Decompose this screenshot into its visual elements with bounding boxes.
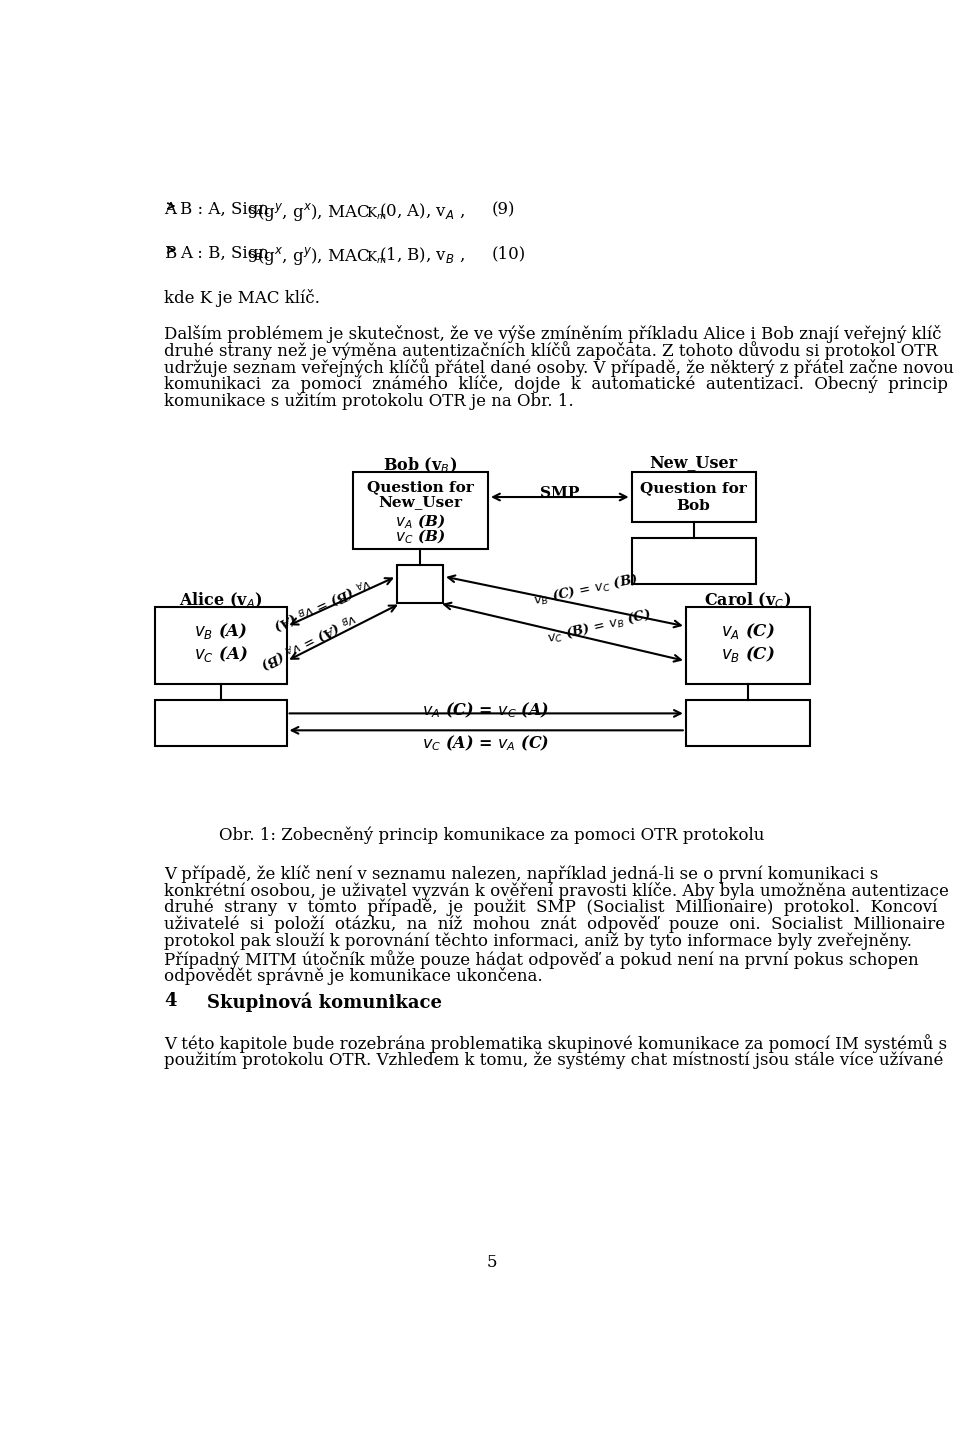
Text: (g$^x$, g$^y$), MAC: (g$^x$, g$^y$), MAC bbox=[257, 245, 371, 267]
Text: $v_C$ (B) = $v_B$ (C): $v_C$ (B) = $v_B$ (C) bbox=[546, 607, 653, 645]
Text: $v_C$ (B): $v_C$ (B) bbox=[395, 528, 445, 546]
Text: A : B, Sign: A : B, Sign bbox=[180, 245, 269, 262]
Text: Případný MITM útočník může pouze hádat odpověď a pokud není na první pokus schop: Případný MITM útočník může pouze hádat o… bbox=[164, 949, 919, 969]
Text: $v_B$ (A) = $v_A$ (B): $v_B$ (A) = $v_A$ (B) bbox=[257, 609, 359, 671]
Text: protokol pak slouží k porovnání těchto informaci, aniž by tyto informace byly zv: protokol pak slouží k porovnání těchto i… bbox=[164, 934, 912, 951]
Text: Alice (v$_A$): Alice (v$_A$) bbox=[180, 591, 262, 609]
Text: $v_A$ (C): $v_A$ (C) bbox=[721, 621, 775, 641]
Text: s$_A$: s$_A$ bbox=[248, 206, 262, 219]
Text: V případě, že klíč není v seznamu nalezen, například jedná-li se o první komunik: V případě, že klíč není v seznamu naleze… bbox=[164, 865, 878, 883]
Text: New_User: New_User bbox=[649, 456, 737, 472]
Text: Dalším problémem je skutečnost, že ve výše zmíněním příkladu Alice i Bob znají v: Dalším problémem je skutečnost, že ve vý… bbox=[164, 324, 942, 343]
Text: SMP: SMP bbox=[540, 486, 579, 500]
Text: A: A bbox=[164, 201, 177, 218]
Text: (1, B), v$_B$ ,: (1, B), v$_B$ , bbox=[379, 245, 465, 265]
Text: Carol (v$_C$): Carol (v$_C$) bbox=[705, 591, 791, 609]
Text: $v_A$ (C) = $v_C$ (A): $v_A$ (C) = $v_C$ (A) bbox=[422, 701, 549, 720]
Text: $v_C$ (A): $v_C$ (A) bbox=[194, 644, 248, 664]
Bar bbox=[632, 472, 756, 522]
Text: New_User: New_User bbox=[378, 496, 462, 509]
Text: Skupinová komunikace: Skupinová komunikace bbox=[206, 992, 442, 1011]
Text: konkrétní osobou, je uživatel vyzván k ověření pravosti klíče. Aby byla umožněna: konkrétní osobou, je uživatel vyzván k o… bbox=[164, 882, 949, 901]
Text: V této kapitole bude rozebrána problematika skupinové komunikace za pomocí IM sy: V této kapitole bude rozebrána problemat… bbox=[164, 1034, 948, 1054]
Text: udržuje seznam veřejných klíčů přátel dané osoby. V případě, že některý z přátel: udržuje seznam veřejných klíčů přátel da… bbox=[164, 358, 954, 377]
Text: odpovědět správně je komunikace ukončena.: odpovědět správně je komunikace ukončena… bbox=[164, 967, 542, 985]
Bar bbox=[632, 538, 756, 584]
Bar bbox=[155, 607, 287, 684]
Text: (9): (9) bbox=[492, 201, 516, 218]
Text: (g$^y$, g$^x$), MAC: (g$^y$, g$^x$), MAC bbox=[257, 201, 371, 224]
Text: $v_B$ (A): $v_B$ (A) bbox=[194, 621, 248, 641]
Text: komunikace s užitím protokolu OTR je na Obr. 1.: komunikace s užitím protokolu OTR je na … bbox=[164, 393, 574, 410]
Text: $v_B$ (C): $v_B$ (C) bbox=[721, 644, 775, 664]
Text: Question for: Question for bbox=[640, 482, 747, 496]
Text: $v_A$ (B) = $v_B$ (A): $v_A$ (B) = $v_B$ (A) bbox=[270, 575, 373, 634]
Bar bbox=[685, 700, 809, 746]
Text: použitím protokolu OTR. Vzhledem k tomu, že systémy chat místností jsou stále ví: použitím protokolu OTR. Vzhledem k tomu,… bbox=[164, 1051, 944, 1068]
Bar bbox=[155, 700, 287, 746]
Text: Bob (v$_B$): Bob (v$_B$) bbox=[383, 456, 457, 475]
Text: Bob: Bob bbox=[677, 499, 710, 512]
Text: kde K je MAC klíč.: kde K je MAC klíč. bbox=[164, 290, 320, 307]
Bar bbox=[685, 607, 809, 684]
Text: $v_A$ (B): $v_A$ (B) bbox=[395, 512, 445, 531]
Text: s$_B$: s$_B$ bbox=[248, 250, 263, 262]
Bar bbox=[396, 565, 444, 604]
Bar bbox=[352, 472, 488, 549]
Text: uživatelé  si  položí  otázku,  na  níž  mohou  znát  odpověď  pouze  oni.  Soci: uživatelé si položí otázku, na níž mohou… bbox=[164, 916, 946, 934]
Text: $v_C$ (A) = $v_A$ (C): $v_C$ (A) = $v_A$ (C) bbox=[422, 733, 549, 753]
Text: druhé strany než je výměna autentizačních klíčů započata. Z tohoto důvodu si pro: druhé strany než je výměna autentizačníc… bbox=[164, 341, 938, 360]
Text: 4: 4 bbox=[164, 992, 177, 1010]
Text: B : A, Sign: B : A, Sign bbox=[180, 201, 269, 218]
Text: komunikaci  za  pomocí  známého  klíče,  dojde  k  automatické  autentizaci.  Ob: komunikaci za pomocí známého klíče, dojd… bbox=[164, 376, 948, 393]
Text: K$_m$: K$_m$ bbox=[367, 206, 387, 222]
Text: (10): (10) bbox=[492, 245, 526, 262]
Text: druhé  strany  v  tomto  případě,  je  použit  SMP  (Socialist  Millionaire)  pr: druhé strany v tomto případě, je použit … bbox=[164, 899, 938, 916]
Text: B: B bbox=[164, 245, 177, 262]
Text: Obr. 1: Zobecněný princip komunikace za pomoci OTR protokolu: Obr. 1: Zobecněný princip komunikace za … bbox=[219, 826, 765, 845]
Text: $v_B$ (C) = $v_C$ (B): $v_B$ (C) = $v_C$ (B) bbox=[533, 572, 640, 608]
Text: 5: 5 bbox=[487, 1253, 497, 1271]
Text: Question for: Question for bbox=[367, 480, 473, 495]
Text: K$_m$: K$_m$ bbox=[367, 250, 387, 265]
Text: (0, A), v$_A$ ,: (0, A), v$_A$ , bbox=[379, 201, 465, 221]
